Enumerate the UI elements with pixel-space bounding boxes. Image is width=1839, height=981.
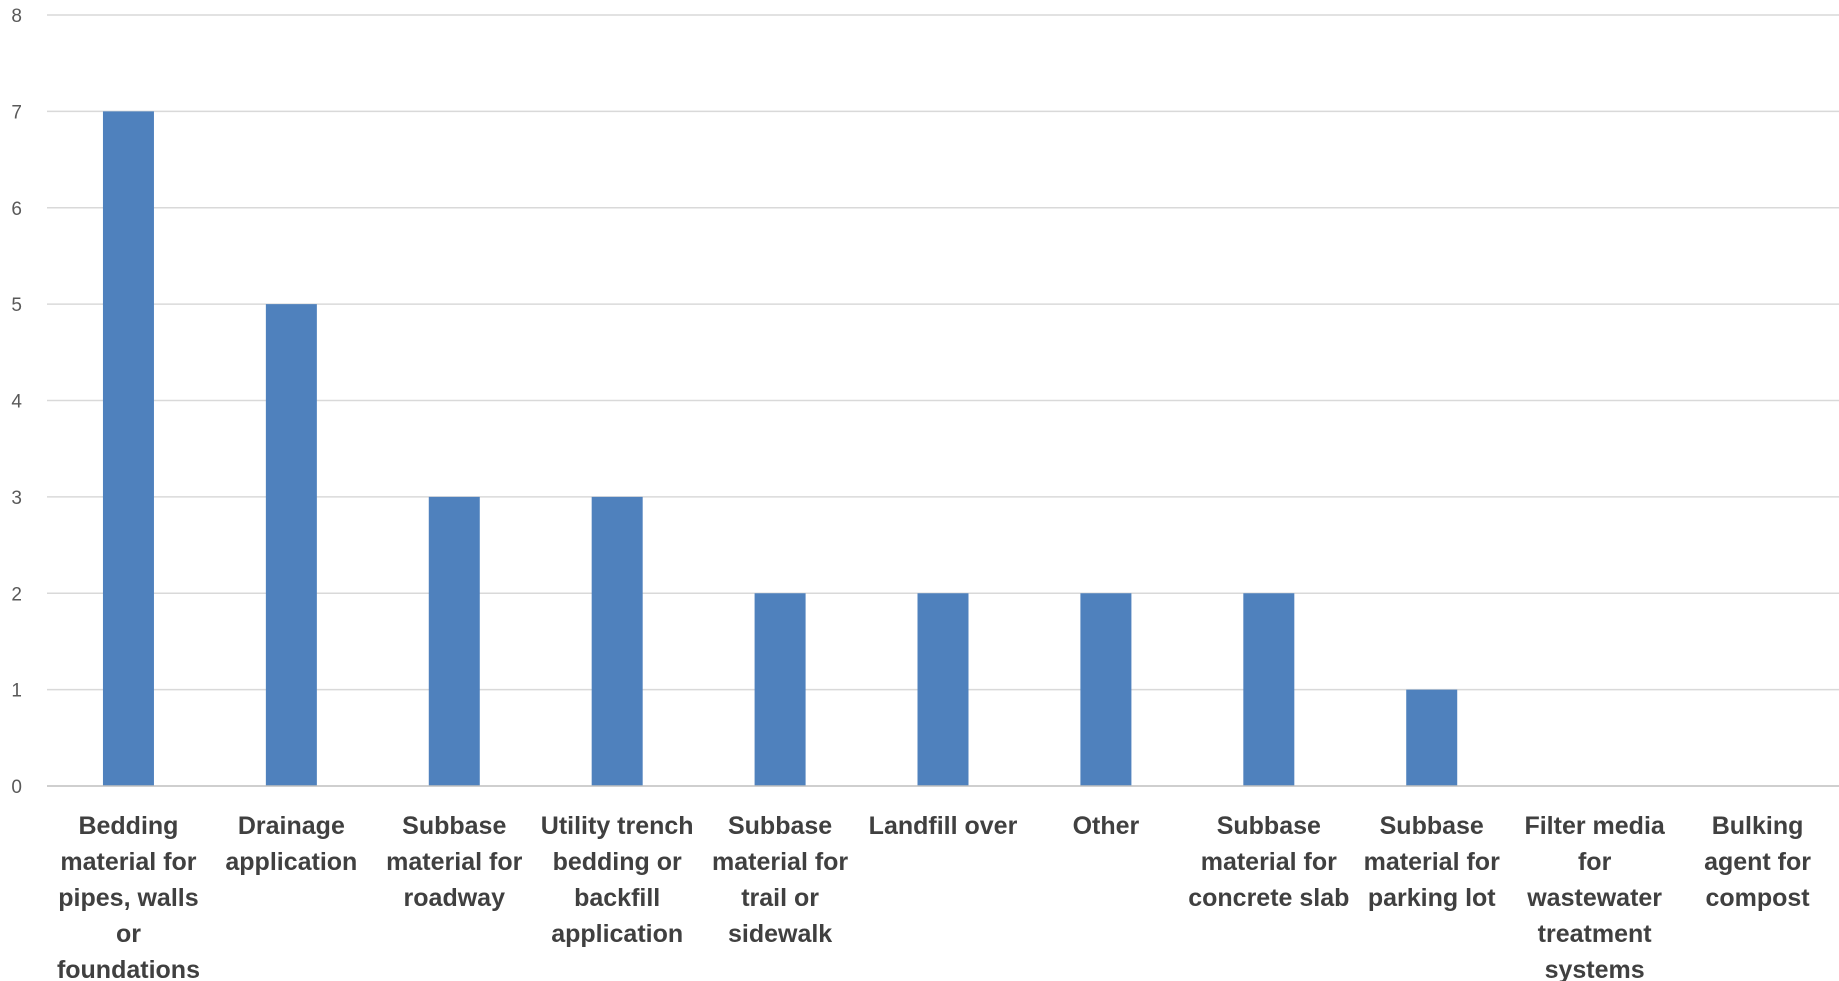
x-tick-label: Landfill over: [869, 812, 1018, 840]
y-tick-label: 4: [11, 392, 22, 413]
bar: [917, 593, 969, 786]
x-tick-label: Drainage application: [225, 812, 357, 876]
y-tick-label: 1: [11, 681, 22, 702]
y-tick-label: 7: [11, 102, 22, 123]
bar: [428, 496, 480, 786]
x-axis-labels: Bedding material for pipes, walls or foundat…: [57, 812, 1811, 981]
gridlines: [47, 14, 1839, 691]
bar: [1243, 593, 1295, 786]
y-tick-label: 2: [11, 584, 22, 605]
x-tick-label: Other: [1073, 812, 1140, 840]
bar: [591, 496, 643, 786]
x-tick-label: Bulking agent for compost: [1704, 812, 1811, 912]
y-tick-label: 0: [11, 777, 22, 798]
bars: [102, 111, 1458, 786]
bar: [265, 304, 317, 786]
x-tick-label: Bedding material for pipes, walls or foundat…: [57, 812, 200, 981]
x-tick-label: Subbase material for trail or sidewalk: [712, 812, 848, 948]
bar: [1406, 689, 1458, 786]
bar: [102, 111, 154, 786]
y-tick-label: 3: [11, 488, 22, 509]
y-axis-ticks: 0 1 2 3 4 5 6 7 8: [11, 6, 22, 798]
x-tick-label: Subbase material for concrete slab: [1188, 812, 1349, 912]
x-tick-label: Subbase material for roadway: [386, 812, 522, 912]
bar: [1080, 593, 1132, 786]
x-tick-label: Utility trench bedding or backfill applicat…: [541, 812, 694, 948]
y-tick-label: 5: [11, 295, 22, 316]
x-tick-label: Subbase material for parking lot: [1364, 812, 1500, 912]
y-tick-label: 6: [11, 199, 22, 220]
y-tick-label: 8: [11, 6, 22, 27]
x-tick-label: Filter media for wastewater treatment system…: [1524, 812, 1665, 981]
bar: [754, 593, 806, 786]
